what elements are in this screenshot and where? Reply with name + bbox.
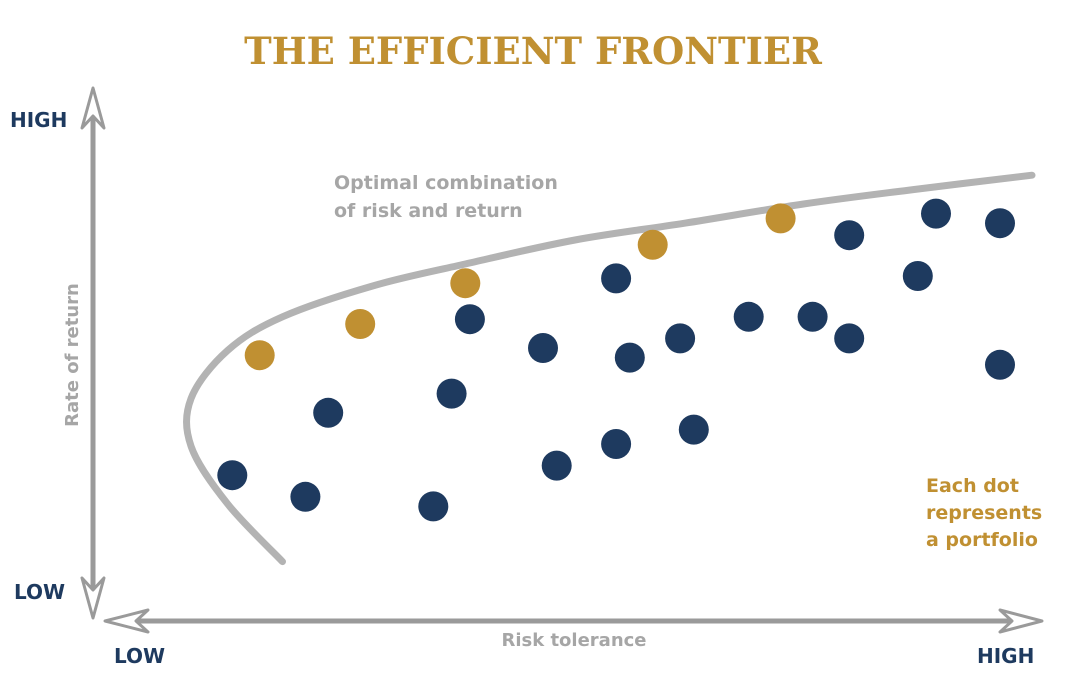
portfolio-dot-8: [541, 450, 572, 481]
portfolio-dot-1: [217, 460, 248, 491]
legend-note-line-1: Each dot: [926, 475, 1019, 497]
y-axis-high-label: HIGH: [10, 108, 67, 132]
portfolio-dot-5: [436, 378, 467, 409]
portfolio-dot-2: [290, 481, 321, 512]
portfolio-dot-12: [665, 323, 696, 354]
portfolio-dot-19: [902, 261, 933, 291]
portfolio-dot-20: [985, 208, 1015, 239]
y-axis: [80, 86, 106, 620]
x-axis-arrow-right-icon: [998, 608, 1044, 634]
portfolio-dot-7: [528, 333, 558, 363]
portfolio-dot-11: [614, 342, 645, 373]
portfolio-dot-4: [418, 491, 449, 522]
frontier-label-line-2: of risk and return: [334, 200, 523, 222]
portfolio-dot-17: [834, 323, 865, 354]
y-axis-arrow-down-icon: [80, 576, 106, 620]
efficient-portfolio-dot-4: [637, 229, 668, 260]
efficient-portfolio-dot-3: [450, 268, 481, 299]
x-axis-arrow-left-icon: [103, 608, 150, 634]
portfolio-dot-21: [985, 349, 1015, 380]
portfolio-dot-9: [601, 263, 632, 294]
efficient-portfolio-dot-1: [244, 340, 275, 371]
portfolio-dot-10: [601, 429, 632, 459]
chart-title: THE EFFICIENT FRONTIER: [244, 29, 822, 73]
x-axis-title: Risk tolerance: [501, 630, 646, 651]
efficient-portfolio-dot-5: [765, 203, 796, 234]
portfolio-dot-16: [834, 220, 865, 251]
x-axis: [103, 608, 1044, 634]
x-axis-high-label: HIGH: [977, 644, 1034, 668]
legend-note-line-2: represents: [926, 502, 1042, 524]
portfolio-dots: [217, 198, 1015, 522]
portfolio-dot-6: [454, 304, 485, 335]
frontier-label-line-1: Optimal combination: [334, 172, 558, 194]
x-axis-low-label: LOW: [114, 644, 165, 668]
efficient-portfolio-dot-2: [345, 309, 376, 339]
portfolio-dot-13: [678, 414, 709, 445]
y-axis-low-label: LOW: [14, 580, 65, 604]
efficient-frontier-curve: [183, 171, 1036, 566]
legend-note: Each dot represents a portfolio: [926, 475, 1049, 551]
y-axis-title: Rate of return: [62, 283, 83, 427]
frontier-label: Optimal combination of risk and return: [334, 172, 564, 222]
portfolio-dot-14: [733, 301, 764, 332]
portfolio-dot-3: [313, 397, 344, 428]
portfolio-dot-18: [921, 198, 951, 229]
portfolio-dot-15: [797, 301, 828, 332]
y-axis-arrow-up-icon: [80, 86, 106, 130]
legend-note-line-3: a portfolio: [926, 529, 1038, 551]
